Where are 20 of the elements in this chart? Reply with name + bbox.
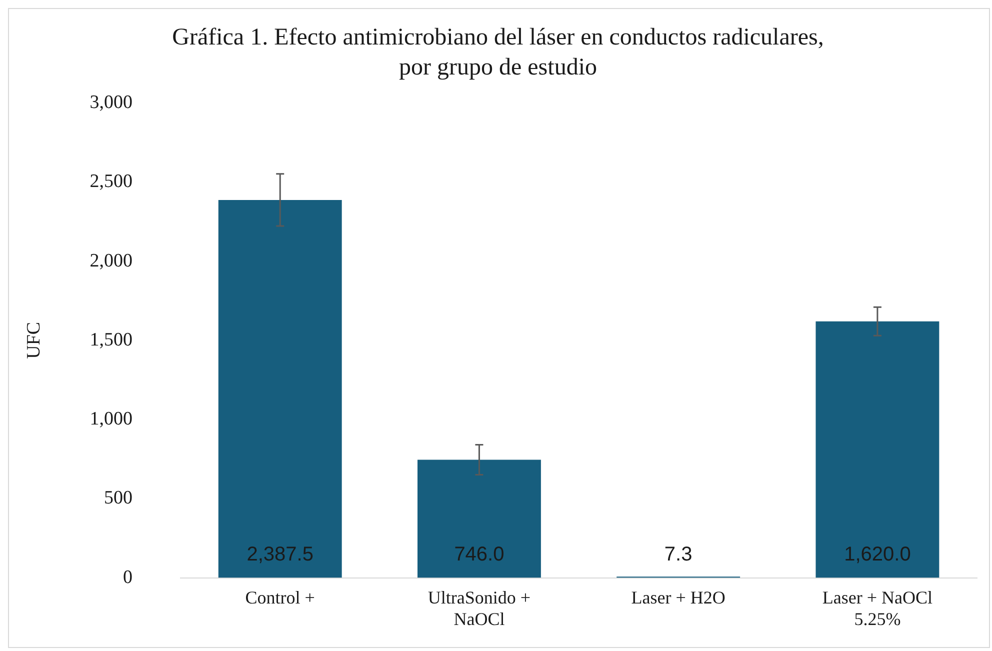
- bar: [218, 200, 342, 578]
- y-tick-label: 1,000: [90, 408, 133, 430]
- y-tick-label: 3,000: [90, 92, 133, 113]
- y-tick-label: 0: [123, 566, 133, 588]
- y-tick-label: 500: [104, 488, 133, 509]
- chart-title: Gráfica 1. Efecto antimicrobiano del láser en conductos radiculares, por grupo de estudio: [172, 24, 824, 80]
- x-tick-label: Laser + H2O: [631, 587, 726, 608]
- bar: [816, 321, 940, 578]
- data-label: 2,387.5: [246, 543, 314, 566]
- x-tick-label: Control +: [245, 587, 315, 608]
- data-label: 746.0: [454, 543, 504, 566]
- y-axis-title: UFC: [23, 322, 44, 359]
- x-tick-label: Laser + NaOCl 5.25%: [822, 587, 933, 629]
- y-tick-label: 2,500: [90, 171, 133, 192]
- data-label: 7.3: [664, 543, 692, 566]
- data-label: 1,620.0: [844, 543, 911, 566]
- y-tick-label: 1,500: [90, 329, 133, 350]
- bar: [417, 460, 541, 578]
- y-tick-label: 2,000: [90, 250, 133, 272]
- x-tick-label: UltraSonido + NaOCl: [428, 587, 531, 629]
